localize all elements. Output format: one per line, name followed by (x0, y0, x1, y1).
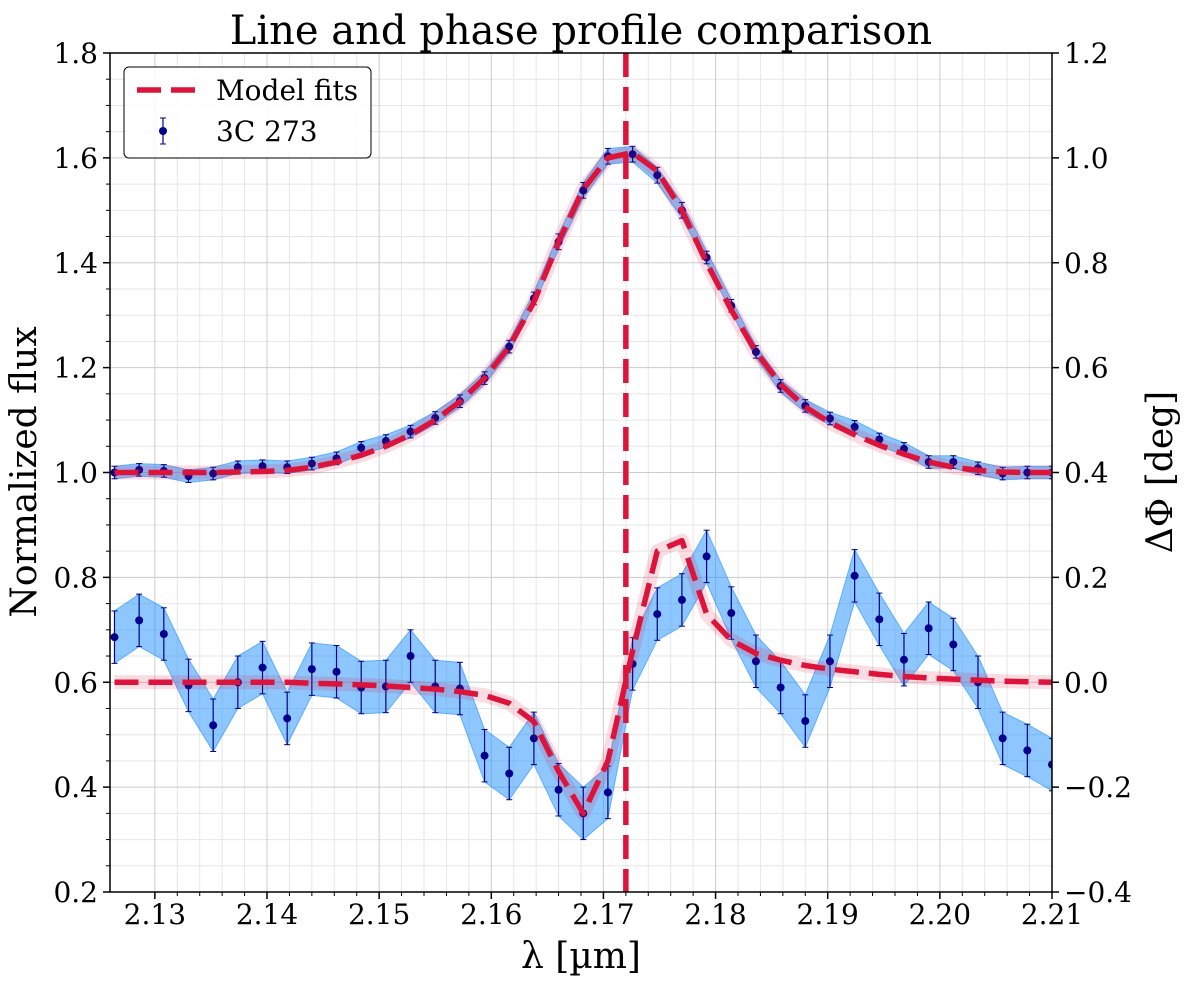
x-tick-label: 2.16 (460, 898, 522, 931)
data-point (1023, 468, 1032, 477)
data-point (875, 615, 884, 624)
legend-label: Model fits (216, 74, 358, 107)
y-tick-label: 0.8 (53, 561, 98, 594)
data-point (505, 769, 514, 778)
y2-tick-label: 1.2 (1064, 37, 1109, 70)
data-point (998, 734, 1007, 743)
data-point (406, 652, 415, 661)
data-point (653, 171, 662, 180)
data-point (480, 751, 489, 760)
y2-tick-label: 0.8 (1064, 247, 1109, 280)
model-line (114, 149, 1052, 476)
data-point (258, 462, 267, 471)
data-point (850, 422, 859, 431)
data-point (110, 633, 119, 642)
data-point (135, 616, 144, 625)
data-point (751, 347, 760, 356)
data-point (283, 714, 292, 723)
legend-label: 3C 273 (216, 115, 318, 148)
x-tick-label: 2.14 (236, 898, 298, 931)
data-point (159, 630, 168, 639)
data-point (332, 667, 341, 676)
data-point (751, 657, 760, 666)
y-tick-label: 1.6 (53, 142, 98, 175)
data-point (899, 655, 908, 664)
data-point (406, 427, 415, 436)
data-point (1048, 760, 1052, 769)
model-envelope (114, 145, 1052, 480)
x-tick-label: 2.15 (348, 898, 410, 931)
data-point (924, 624, 933, 633)
data-point (307, 665, 316, 674)
axes: 2.13 2.14 2.15 2.16 2.17 2.18 2.19 2.20 2.21 0.2 0… (53, 37, 1132, 931)
y2-tick-label: −0.4 (1064, 876, 1132, 909)
data-point (628, 150, 637, 159)
y-tick-label: 0.2 (53, 876, 98, 909)
data-point (702, 552, 711, 561)
chart-title: Line and phase profile comparison (230, 8, 932, 54)
data-point (949, 640, 958, 649)
data-point (307, 459, 316, 468)
plot-area (110, 53, 1052, 892)
y2-tick-label: −0.2 (1064, 771, 1132, 804)
data-point (258, 663, 267, 672)
y-tick-label: 0.4 (53, 771, 98, 804)
y2-axis-label: ΔΦ [deg] (1140, 391, 1181, 553)
data-point (209, 469, 218, 478)
y-tick-label: 1.0 (53, 457, 98, 490)
y2-tick-label: 1.0 (1064, 142, 1109, 175)
y-tick-label: 1.2 (53, 352, 98, 385)
y2-tick-label: 0.4 (1064, 457, 1109, 490)
data-point (579, 186, 588, 195)
data-point (776, 683, 785, 692)
x-tick-label: 2.20 (909, 898, 971, 931)
model-line (114, 537, 1052, 817)
y-tick-label: 1.8 (53, 37, 98, 70)
data-point (677, 595, 686, 604)
y2-tick-label: 0.0 (1064, 666, 1109, 699)
x-tick-label: 2.13 (124, 898, 186, 931)
y-tick-label: 1.4 (53, 247, 98, 280)
y2-tick-label: 0.6 (1064, 352, 1109, 385)
data-point (529, 734, 538, 743)
y-tick-label: 0.6 (53, 666, 98, 699)
data-point (825, 414, 834, 423)
x-tick-label: 2.17 (572, 898, 634, 931)
data-point (825, 657, 834, 666)
data-point (653, 610, 662, 619)
data-point (727, 609, 736, 618)
data-point (949, 458, 958, 467)
data-point (801, 717, 810, 726)
data-point (603, 788, 612, 797)
x-tick-label: 2.18 (684, 898, 746, 931)
y2-tick-label: 0.2 (1064, 561, 1109, 594)
data-point (357, 443, 366, 452)
data-point (209, 721, 218, 730)
x-axis-label: λ [µm] (521, 936, 641, 977)
data-point (505, 342, 514, 351)
x-tick-label: 2.19 (797, 898, 859, 931)
data-point (1023, 746, 1032, 755)
data-point (850, 571, 859, 580)
legend-marker (159, 127, 167, 135)
y-axis-label: Normalized flux (4, 326, 45, 617)
x-tick-label: 2.21 (1021, 898, 1083, 931)
data-point (554, 785, 563, 794)
legend: Model fits 3C 273 (123, 66, 372, 159)
